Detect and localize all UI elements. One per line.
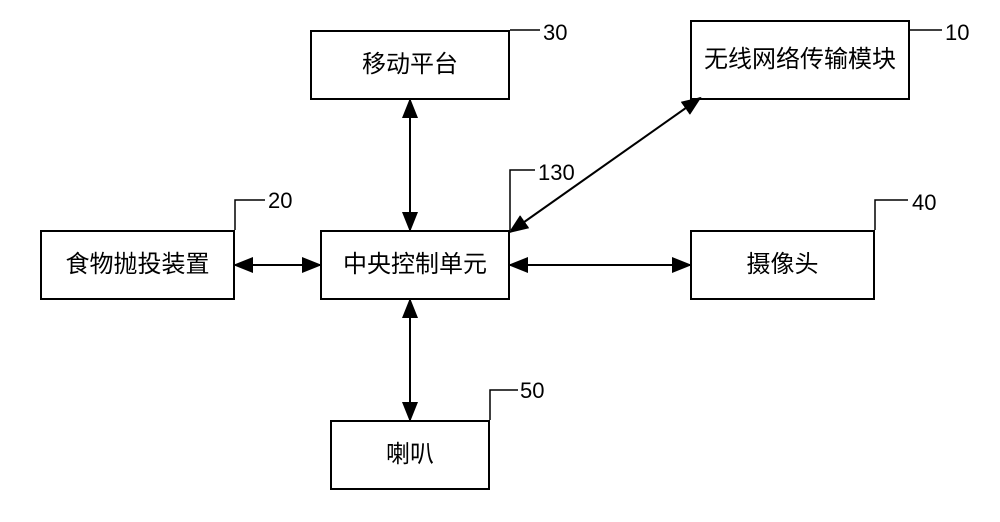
wireless-module-box: 无线网络传输模块 <box>690 20 910 100</box>
wireless-ref-label: 10 <box>945 20 969 46</box>
central-control-label: 中央控制单元 <box>343 249 487 280</box>
leader-food <box>235 200 265 230</box>
mobile-platform-box: 移动平台 <box>310 30 510 100</box>
mobile-ref-label: 30 <box>543 20 567 46</box>
speaker-ref-label: 50 <box>520 378 544 404</box>
leader-camera <box>875 200 908 230</box>
speaker-box: 喇叭 <box>330 420 490 490</box>
mobile-platform-label: 移动平台 <box>362 49 458 80</box>
leader-central <box>510 170 535 230</box>
food-ref-label: 20 <box>268 188 292 214</box>
camera-label: 摄像头 <box>747 249 819 280</box>
food-dispenser-box: 食物抛投装置 <box>40 230 235 300</box>
leader-speaker <box>490 390 518 420</box>
camera-ref-label: 40 <box>912 190 936 216</box>
speaker-label: 喇叭 <box>386 439 434 470</box>
central-ref-label: 130 <box>538 160 575 186</box>
camera-box: 摄像头 <box>690 230 875 300</box>
food-dispenser-label: 食物抛投装置 <box>66 249 210 280</box>
wireless-module-label: 无线网络传输模块 <box>704 44 896 75</box>
central-control-box: 中央控制单元 <box>320 230 510 300</box>
